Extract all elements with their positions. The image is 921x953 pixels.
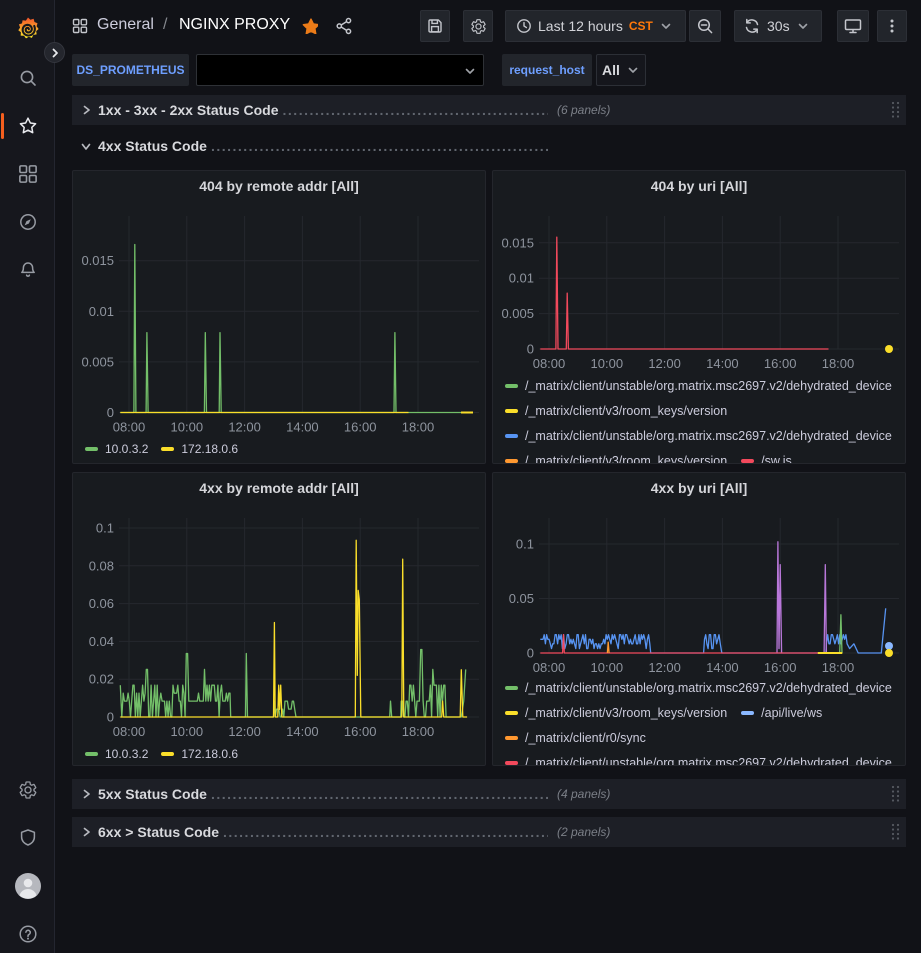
svg-text:18:00: 18:00 [822, 356, 855, 371]
svg-text:10:00: 10:00 [591, 356, 624, 371]
svg-text:0.04: 0.04 [89, 634, 114, 649]
svg-text:0.01: 0.01 [509, 271, 534, 286]
svg-text:16:00: 16:00 [344, 724, 377, 739]
svg-text:08:00: 08:00 [113, 420, 146, 435]
svg-text:16:00: 16:00 [764, 356, 797, 371]
svg-text:10:00: 10:00 [591, 660, 624, 675]
svg-text:18:00: 18:00 [822, 660, 855, 675]
svg-text:14:00: 14:00 [286, 724, 319, 739]
svg-text:0.015: 0.015 [501, 235, 534, 250]
svg-text:0.1: 0.1 [516, 537, 534, 552]
svg-text:0.005: 0.005 [501, 306, 534, 321]
svg-text:0.01: 0.01 [89, 304, 114, 319]
svg-text:0.02: 0.02 [89, 672, 114, 687]
svg-text:0.1: 0.1 [96, 521, 114, 536]
svg-text:0: 0 [107, 710, 114, 725]
svg-text:08:00: 08:00 [533, 356, 566, 371]
svg-text:12:00: 12:00 [228, 420, 261, 435]
svg-text:0.08: 0.08 [89, 558, 114, 573]
svg-text:08:00: 08:00 [113, 724, 146, 739]
svg-text:0.05: 0.05 [509, 591, 534, 606]
svg-text:0: 0 [527, 342, 534, 357]
svg-text:14:00: 14:00 [286, 420, 319, 435]
svg-text:16:00: 16:00 [344, 420, 377, 435]
svg-text:18:00: 18:00 [402, 420, 435, 435]
svg-text:10:00: 10:00 [171, 420, 204, 435]
svg-text:14:00: 14:00 [706, 660, 739, 675]
svg-text:18:00: 18:00 [402, 724, 435, 739]
svg-text:0: 0 [107, 405, 114, 420]
svg-text:0: 0 [527, 646, 534, 661]
svg-text:08:00: 08:00 [533, 660, 566, 675]
svg-text:14:00: 14:00 [706, 356, 739, 371]
svg-text:12:00: 12:00 [648, 356, 681, 371]
svg-text:16:00: 16:00 [764, 660, 797, 675]
svg-text:10:00: 10:00 [171, 724, 204, 739]
svg-text:0.015: 0.015 [81, 253, 114, 268]
svg-text:12:00: 12:00 [648, 660, 681, 675]
svg-text:0.005: 0.005 [81, 354, 114, 369]
svg-text:0.06: 0.06 [89, 596, 114, 611]
svg-text:12:00: 12:00 [228, 724, 261, 739]
